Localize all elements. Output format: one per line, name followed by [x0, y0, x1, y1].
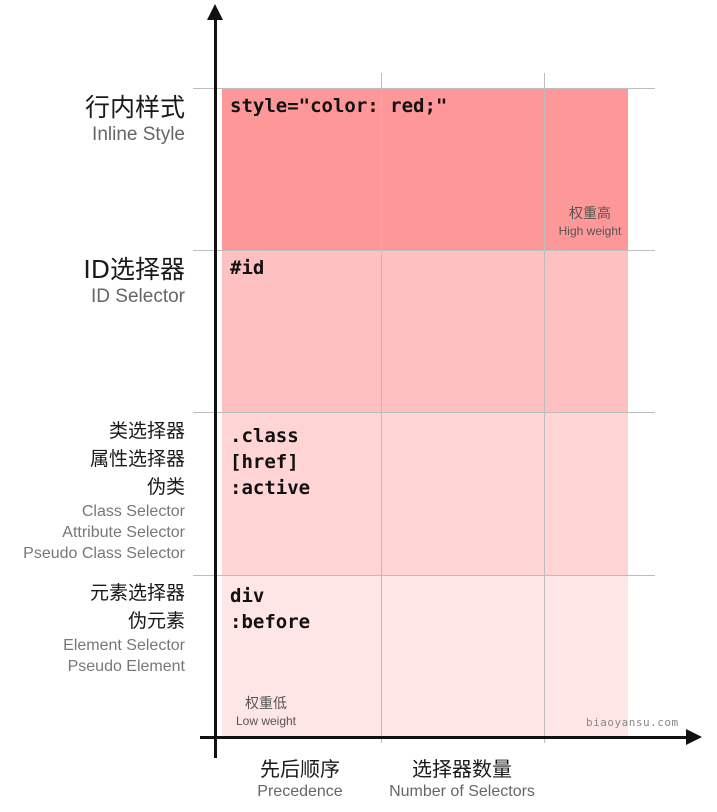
grid-line — [193, 250, 655, 251]
row-label-zh: 元素选择器 — [89, 582, 185, 604]
low-weight-en: Low weight — [235, 714, 297, 728]
code-example-id: #id — [230, 255, 264, 281]
band-class-selector — [222, 412, 628, 575]
x-label-zh: 先后顺序 — [260, 757, 340, 781]
high-weight-en: High weight — [558, 224, 622, 238]
code-line: #id — [230, 257, 265, 279]
row-label-zh: 伪类 — [146, 476, 185, 498]
band-id-selector — [222, 250, 628, 412]
y-axis — [214, 14, 217, 758]
row-label-en: Pseudo Class Selector — [23, 545, 185, 562]
high-weight-note: 权重高 High weight — [555, 205, 625, 239]
row-label-zh: 伪元素 — [127, 610, 185, 632]
row-label-id-selector: ID选择器 ID Selector — [83, 255, 185, 309]
code-line: :active — [230, 477, 311, 499]
row-label-class-selector: 类选择器 属性选择器 伪类 Class Selector Attribute S… — [23, 417, 185, 564]
high-weight-zh: 权重高 — [569, 206, 611, 222]
x-axis — [200, 736, 690, 739]
row-label-zh: 行内样式 — [84, 93, 185, 122]
band-element-selector — [222, 575, 628, 737]
band-inline-style — [222, 88, 628, 250]
x-label-precedence: 先后顺序 Precedence — [246, 756, 354, 802]
grid-line — [193, 412, 655, 413]
row-label-zh: 属性选择器 — [89, 448, 185, 470]
grid-line — [193, 88, 655, 89]
x-label-zh: 选择器数量 — [412, 757, 512, 781]
code-example-element: div :before — [230, 583, 310, 635]
low-weight-zh: 权重低 — [245, 696, 287, 712]
row-label-zh: 类选择器 — [108, 420, 185, 442]
row-label-zh: ID选择器 — [83, 255, 185, 284]
row-label-en: Inline Style — [92, 124, 185, 145]
row-label-en: Pseudo Element — [67, 658, 185, 675]
grid-line — [381, 73, 382, 743]
code-example-class: .class [href] :active — [230, 423, 310, 501]
y-axis-arrow — [207, 4, 223, 20]
code-line: .class — [230, 425, 299, 447]
code-line: style="color: red;" — [230, 95, 448, 117]
code-line: div — [230, 585, 265, 607]
code-line: [href] — [230, 451, 299, 473]
row-label-en: Class Selector — [81, 503, 185, 520]
code-example-inline: style="color: red;" — [230, 93, 447, 119]
row-label-element-selector: 元素选择器 伪元素 Element Selector Pseudo Elemen… — [63, 579, 185, 677]
grid-line — [544, 73, 545, 743]
x-axis-arrow — [686, 729, 702, 745]
row-label-en: Attribute Selector — [62, 524, 185, 541]
x-label-number-of-selectors: 选择器数量 Number of Selectors — [386, 756, 538, 802]
x-label-en: Precedence — [257, 783, 343, 800]
code-line: :before — [230, 611, 311, 633]
low-weight-note: 权重低 Low weight — [230, 695, 302, 729]
x-label-en: Number of Selectors — [389, 783, 535, 800]
row-label-inline-style: 行内样式 Inline Style — [85, 93, 185, 147]
grid-line — [193, 575, 655, 576]
watermark: biaoyansu.com — [586, 716, 679, 729]
row-label-en: Element Selector — [63, 637, 185, 654]
row-label-en: ID Selector — [91, 286, 185, 307]
